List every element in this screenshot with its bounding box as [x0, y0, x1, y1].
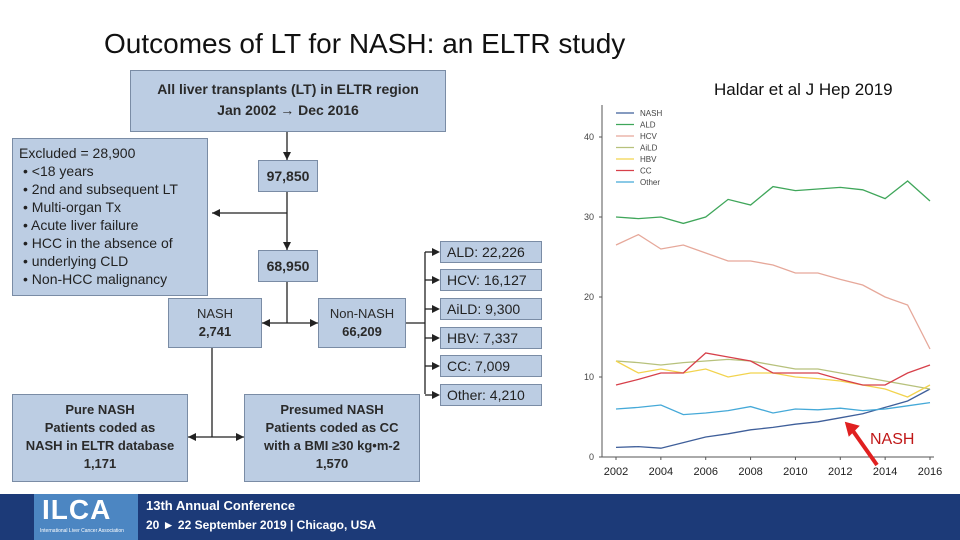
presumed-nash-line2: Patients coded as CC: [265, 420, 399, 435]
non-nash-box: Non-NASH 66,209: [318, 298, 406, 348]
category-other: Other: 4,210: [440, 384, 542, 406]
x-tick-label: 2014: [873, 466, 897, 478]
x-tick-label: 2006: [693, 466, 717, 478]
series-line-aild: [615, 358, 931, 390]
all-lt-line2: Jan 2002 → Dec 2016: [217, 102, 359, 118]
excluded-box: Excluded = 28,900 <18 years 2nd and subs…: [12, 138, 208, 296]
excluded-item: Multi-organ Tx: [23, 198, 201, 216]
logo-text: ILCA: [42, 494, 112, 525]
excluded-item: Non-HCC malignancy: [23, 270, 201, 288]
count-box-97850: 97,850: [258, 160, 318, 192]
presumed-nash-line3: with a BMI ≥30 kg•m-2: [264, 438, 400, 453]
series-line-hbv: [615, 360, 931, 398]
annotation-arrow: [849, 426, 879, 467]
excluded-item: 2nd and subsequent LT: [23, 180, 201, 198]
excluded-item: <18 years: [23, 162, 201, 180]
category-aild: AiLD: 9,300: [440, 298, 542, 320]
conference-footer: ILCA International Liver Cancer Associat…: [0, 494, 960, 540]
excluded-item: HCC in the absence of: [23, 234, 201, 252]
legend-label: AiLD: [640, 144, 658, 153]
x-tick-label: 2012: [828, 466, 852, 478]
legend-label: NASH: [640, 109, 662, 118]
non-nash-label: Non-NASH: [329, 306, 395, 321]
nash-box: NASH 2,741: [168, 298, 262, 348]
y-tick-label: 10: [584, 372, 594, 382]
y-tick-label: 0: [589, 452, 594, 462]
category-hbv: HBV: 7,337: [440, 327, 542, 349]
presumed-nash-count: 1,570: [315, 456, 349, 471]
pure-nash-line2: Patients coded as: [44, 420, 156, 435]
conference-dates: 20 ► 22 September 2019 | Chicago, USA: [146, 518, 376, 532]
count-box-68950: 68,950: [258, 250, 318, 282]
pure-nash-line3: NASH in ELTR database: [25, 438, 175, 453]
excluded-item: Acute liver failure: [23, 216, 201, 234]
slide-title: Outcomes of LT for NASH: an ELTR study: [104, 28, 626, 59]
citation: Haldar et al J Hep 2019: [714, 80, 893, 99]
x-tick-label: 2002: [604, 466, 628, 478]
category-hcv: HCV: 16,127: [440, 269, 542, 291]
pure-nash-title: Pure NASH: [65, 402, 135, 417]
annotation-arrowhead: [844, 421, 860, 437]
all-lt-line1: All liver transplants (LT) in ELTR regio…: [157, 81, 419, 97]
pure-nash-count: 1,171: [83, 456, 117, 471]
category-cc: CC: 7,009: [440, 355, 542, 377]
y-tick-label: 20: [584, 292, 594, 302]
conference-name: 13th Annual Conference: [146, 498, 296, 513]
series-line-hcv: [615, 233, 931, 350]
presumed-nash-title: Presumed NASH: [280, 402, 384, 417]
series-line-cc: [615, 352, 931, 386]
line-chart: NASH ALD HCV AiLD HBV CC Other 0 10 20 30 40 2002 20…: [584, 105, 942, 478]
pure-nash-box: Pure NASH Patients coded as NASH in ELTR…: [12, 394, 188, 482]
annotation-label: NASH: [870, 431, 914, 448]
category-ald: ALD: 22,226: [440, 241, 542, 263]
excluded-list: <18 years 2nd and subsequent LT Multi-or…: [19, 162, 201, 288]
y-tick-label: 30: [584, 212, 594, 222]
excluded-heading: Excluded = 28,900: [19, 145, 136, 161]
y-tick-label: 40: [584, 132, 594, 142]
nash-count: 2,741: [198, 324, 232, 339]
non-nash-count: 66,209: [342, 324, 382, 339]
legend-label: ALD: [640, 121, 656, 130]
x-tick-label: 2010: [783, 466, 807, 478]
legend-label: HCV: [640, 132, 658, 141]
x-tick-label: 2008: [738, 466, 762, 478]
logo-subtext: International Liver Cancer Association: [40, 528, 124, 534]
series-line-other: [615, 401, 931, 416]
x-tick-label: 2016: [918, 466, 942, 478]
series-line-ald: [615, 180, 931, 225]
legend-label: HBV: [640, 155, 657, 164]
legend-label: CC: [640, 167, 652, 176]
ilca-logo: ILCA International Liver Cancer Associat…: [34, 494, 138, 540]
nash-label: NASH: [196, 306, 234, 321]
excluded-item: underlying CLD: [23, 252, 201, 270]
presumed-nash-box: Presumed NASH Patients coded as CC with …: [244, 394, 420, 482]
all-lt-box: All liver transplants (LT) in ELTR regio…: [130, 70, 446, 132]
x-tick-label: 2004: [649, 466, 673, 478]
legend-label: Other: [640, 178, 660, 187]
